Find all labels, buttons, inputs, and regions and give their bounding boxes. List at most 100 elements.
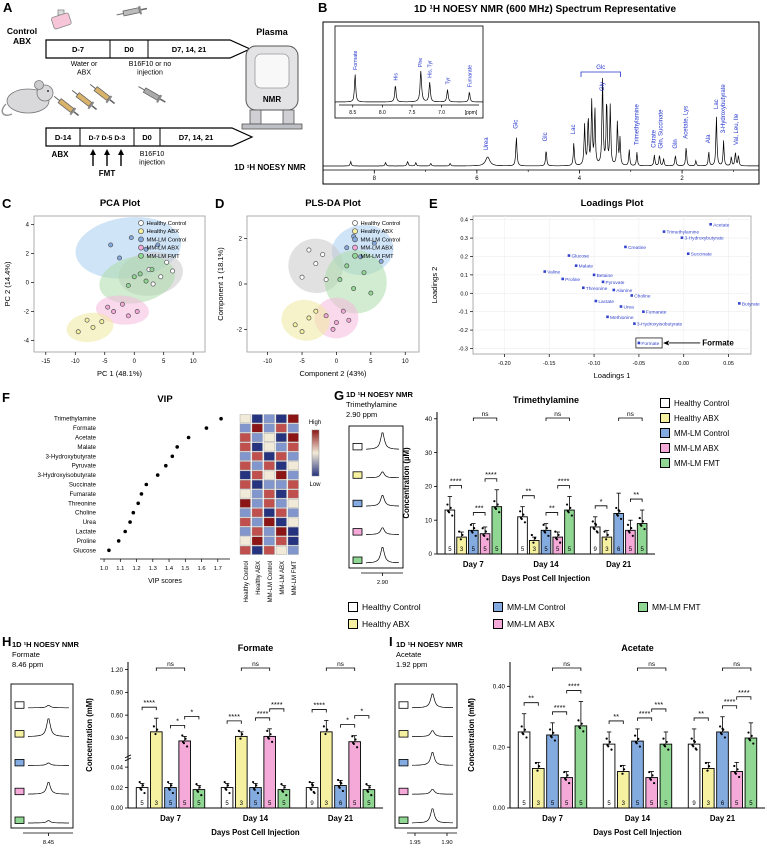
vip-dot (219, 416, 223, 421)
data-dot (309, 787, 312, 790)
sig-bracket (736, 696, 752, 700)
legend-label: MM-LM ABX (361, 246, 394, 252)
panel-label-e: E (429, 196, 438, 211)
heatmap-column-label: MM-LM Control (268, 561, 274, 602)
loading-point (543, 270, 547, 273)
svg-text:8.0: 8.0 (379, 110, 386, 116)
sig-bracket (651, 708, 667, 712)
data-dot (519, 510, 522, 513)
data-dot (653, 781, 656, 785)
data-point (306, 247, 312, 253)
n-label: 5 (650, 801, 654, 807)
bar (589, 526, 601, 555)
group-ellipse (95, 295, 149, 325)
data-dot (610, 748, 613, 751)
peak-label: Ala (706, 134, 712, 143)
loading-point (601, 280, 605, 284)
data-dot (484, 530, 487, 533)
data-dot (370, 794, 373, 797)
data-dot (493, 500, 496, 503)
data-point (90, 324, 96, 330)
trace-line (365, 495, 399, 507)
bar (687, 743, 701, 809)
sig-bracket (545, 417, 570, 421)
legend-dot (138, 228, 144, 235)
n-label: 5 (568, 547, 572, 553)
data-dot (281, 789, 284, 792)
day-label: Day 7 (160, 814, 181, 823)
noesy-output-label: 1D ¹H NOESY NMR (234, 163, 306, 172)
data-dot (530, 533, 533, 537)
data-dot (285, 794, 288, 797)
syringe-icon (53, 95, 80, 117)
legend-dot (138, 236, 144, 243)
data-point (143, 246, 149, 252)
data-dot (750, 734, 753, 737)
loading-label: Methionine (610, 315, 634, 321)
heatmap-cell (275, 508, 287, 518)
data-dot (154, 732, 157, 736)
sig-label: * (176, 716, 179, 725)
data-dot (662, 737, 665, 740)
data-dot (458, 530, 461, 533)
data-dot (337, 778, 340, 782)
data-dot (182, 740, 185, 744)
peak-label: Trimethylamine (634, 104, 640, 145)
heatmap-cell (287, 480, 299, 489)
svg-text:1.2: 1.2 (133, 566, 141, 572)
data-dot (606, 533, 609, 536)
heatmap-cell (239, 423, 251, 433)
trace-line (365, 471, 399, 479)
bar (263, 735, 276, 809)
svg-text:4: 4 (26, 223, 30, 229)
bar (150, 731, 163, 809)
loading-point (633, 322, 636, 325)
peak-label: Formate (353, 50, 359, 69)
peak-label: Glc (596, 65, 605, 71)
data-point (158, 274, 164, 280)
n-label: 5 (367, 801, 371, 807)
peak-label: Val, Leu, Ile (734, 113, 740, 145)
vip-dot (155, 473, 160, 477)
svg-text:-4: -4 (24, 338, 30, 344)
vial-icon (51, 9, 72, 30)
x-axis-label: Days Post Cell Injection (211, 828, 300, 837)
sig-bracket (170, 725, 186, 729)
trace-line (28, 762, 69, 766)
data-point (344, 263, 350, 269)
heatmap-cell (239, 442, 251, 452)
data-dot (228, 791, 231, 795)
data-point (337, 277, 343, 282)
loading-point (630, 294, 634, 297)
loading-label: Proline (565, 277, 580, 283)
data-dot (498, 511, 501, 514)
loading-label: 3-Hydroxyisobutyrate (637, 322, 683, 328)
n-label: 5 (448, 547, 452, 553)
colorbar-low-label: Low (309, 482, 321, 488)
data-point (378, 258, 384, 264)
nmr-header: 1D ¹H NOESY NMR (396, 640, 463, 649)
heatmap-cell (251, 480, 263, 489)
heatmap-cell (263, 517, 275, 527)
data-dot (470, 530, 473, 533)
sig-bracket (523, 702, 539, 706)
y-axis-label: Loadings 2 (430, 267, 439, 304)
loading-point (594, 299, 598, 303)
heatmap-cell (287, 527, 299, 536)
data-dot (627, 530, 630, 533)
legend-swatch (348, 602, 358, 612)
vip-metabolite-label: Malate (77, 444, 96, 451)
data-point (117, 255, 122, 261)
legend-swatch (660, 398, 670, 408)
data-point (170, 268, 176, 274)
data-point (323, 313, 329, 319)
data-dot (582, 730, 585, 733)
legend-label: Healthy ABX (674, 413, 719, 423)
data-dot (534, 761, 537, 765)
trace-line (365, 432, 399, 450)
heatmap-cell (275, 527, 287, 536)
legend-label: Healthy ABX (147, 229, 180, 235)
sig-label: **** (450, 477, 462, 486)
vip-dot (170, 454, 175, 459)
